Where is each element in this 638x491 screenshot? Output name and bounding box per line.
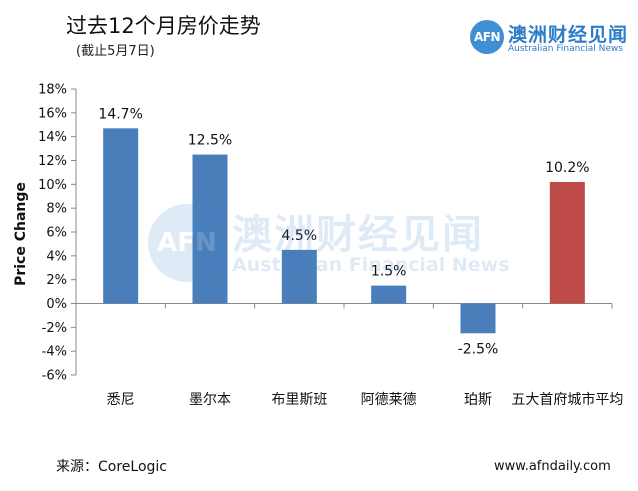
bar — [371, 285, 407, 304]
y-tick-label: -2% — [42, 321, 67, 336]
x-category-label: 布里斯班 — [271, 392, 327, 408]
watermark-logo-mark: AFN — [148, 204, 226, 282]
y-tick-label: -4% — [42, 345, 67, 360]
chart-title: 过去12个月房价走势 — [66, 14, 261, 38]
brand-logo-mark: AFN — [470, 20, 504, 54]
y-tick-label: 8% — [46, 202, 67, 217]
data-label: 4.5% — [282, 228, 318, 244]
x-category-label: 五大首府城市平均 — [511, 391, 623, 408]
x-category-label: 珀斯 — [464, 392, 492, 408]
brand-name-en: Australian Financial News — [508, 44, 623, 54]
bar — [460, 303, 496, 334]
bar — [192, 154, 228, 304]
x-category-label: 阿德莱德 — [361, 392, 417, 408]
source-note: 来源：CoreLogic — [56, 459, 167, 475]
watermark-name-en: Australian Financial News — [232, 254, 510, 276]
brand-logo: AFN 澳洲财经见闻 Australian Financial News — [470, 12, 630, 58]
x-category-label: 墨尔本 — [189, 392, 231, 408]
data-label: 14.7% — [98, 106, 142, 122]
y-tick-label: 6% — [46, 226, 67, 241]
x-category-label: 悉尼 — [107, 392, 135, 408]
y-tick-label: -6% — [42, 369, 67, 384]
y-tick-label: 12% — [38, 154, 67, 169]
watermark-name-cn: 澳洲财经见闻 — [232, 212, 484, 258]
chart-subtitle: (截止5月7日) — [76, 44, 155, 59]
bar — [281, 249, 317, 304]
y-tick-label: 10% — [38, 178, 67, 193]
bar — [103, 128, 139, 304]
brand-name-cn: 澳洲财经见闻 — [508, 24, 629, 46]
bar — [549, 181, 585, 304]
y-tick-label: 4% — [46, 249, 67, 264]
y-axis-title: Price Change — [13, 182, 29, 286]
y-tick-label: 18% — [38, 83, 67, 98]
watermark: AFN 澳洲财经见闻 Australian Financial News — [148, 200, 510, 284]
data-label: 12.5% — [188, 133, 232, 149]
y-tick-label: 14% — [38, 130, 67, 145]
y-tick-label: 0% — [46, 297, 67, 312]
data-label: 10.2% — [545, 160, 589, 176]
data-label: 1.5% — [371, 264, 407, 280]
y-tick-label: 16% — [38, 106, 67, 121]
data-label: -2.5% — [458, 341, 499, 357]
website-url: www.afndaily.com — [494, 459, 611, 474]
y-tick-label: 2% — [46, 273, 67, 288]
